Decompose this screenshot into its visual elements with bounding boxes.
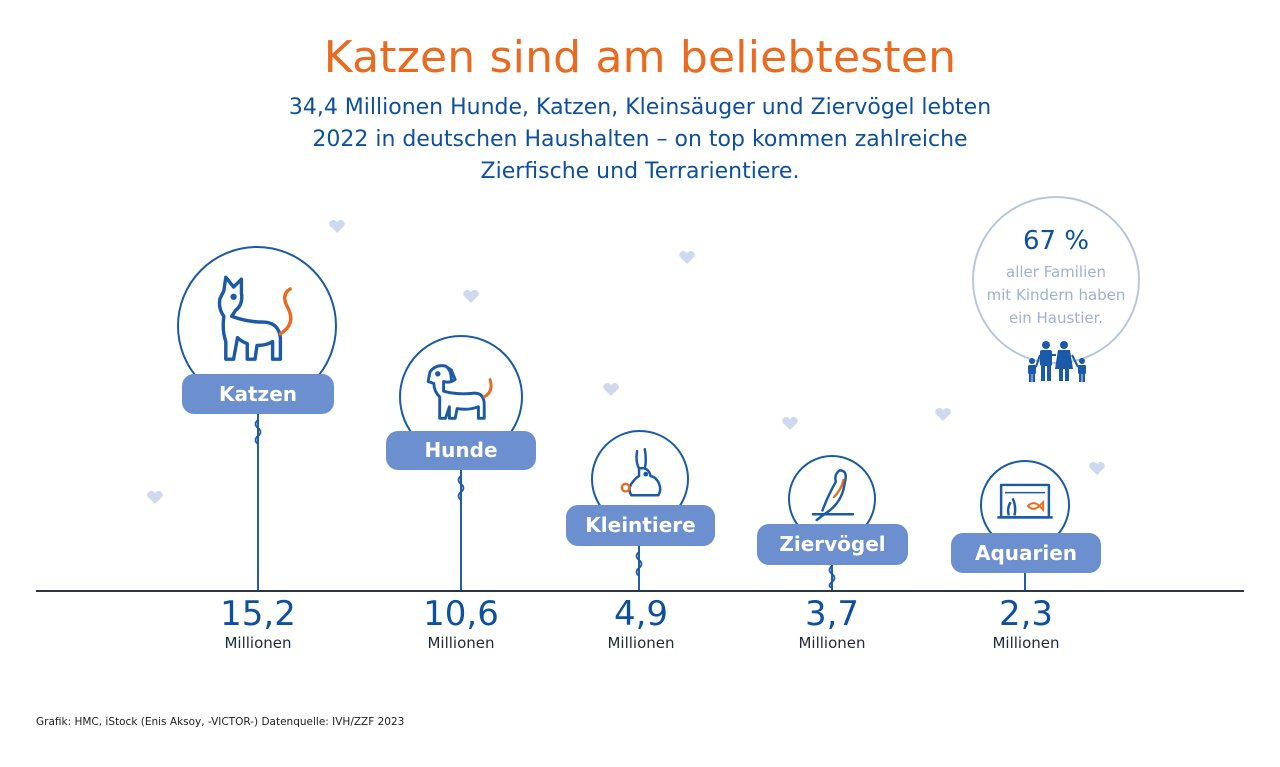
category-label-aquarien: Aquarien	[951, 533, 1101, 573]
family-text-line: mit Kindern haben	[986, 286, 1126, 304]
bar-stem	[1024, 573, 1026, 590]
category-label-hunde: Hunde	[386, 431, 536, 470]
unit-label: Millionen	[607, 634, 675, 652]
value-label-ziervoegel: 3,7	[804, 594, 860, 634]
stem-squiggle	[828, 566, 836, 588]
heart-icon	[147, 491, 163, 504]
family-callout-circle	[972, 196, 1140, 364]
family-icon	[1028, 341, 1086, 382]
source-note: Grafik: HMC, iStock (Enis Aksoy, -VICTOR…	[36, 716, 405, 728]
stem-squiggle	[254, 420, 262, 445]
family-text-line: ein Haustier.	[1008, 309, 1104, 327]
heart-icon	[1089, 462, 1105, 475]
family-text-line: aller Familien	[1006, 263, 1106, 281]
value-label-kleintiere: 4,9	[613, 594, 669, 634]
bird-icon	[811, 469, 855, 522]
heart-icon	[679, 251, 695, 264]
value-label-aquarien: 2,3	[998, 594, 1054, 634]
unit-label: Millionen	[224, 634, 292, 652]
bar-stem	[831, 565, 833, 590]
bar-stem	[257, 414, 259, 590]
rabbit-icon	[620, 448, 662, 497]
heart-icon	[463, 290, 479, 303]
subtitle-line: Zierfische und Terrarientiere.	[480, 159, 800, 184]
family-percent: 67 %	[1022, 226, 1090, 256]
heart-icon	[782, 417, 798, 430]
heart-icon	[603, 383, 619, 396]
dog-icon	[426, 364, 493, 420]
heart-icon	[329, 220, 345, 233]
subtitle-line: 2022 in deutschen Haushalten – on top ko…	[312, 127, 968, 152]
unit-label: Millionen	[798, 634, 866, 652]
unit-label: Millionen	[427, 634, 495, 652]
aquarium-icon	[997, 483, 1053, 519]
subtitle-line: 34,4 Millionen Hunde, Katzen, Kleinsäuge…	[288, 95, 992, 120]
value-label-hunde: 10,6	[423, 594, 499, 634]
unit-label: Millionen	[992, 634, 1060, 652]
category-label-katzen: Katzen	[182, 374, 334, 414]
chart-baseline	[36, 590, 1244, 592]
chart-title: Katzen sind am beliebtesten	[323, 32, 957, 83]
chart-subtitle: 34,4 Millionen Hunde, Katzen, Kleinsäuge…	[240, 92, 1040, 188]
cat-icon	[217, 275, 293, 361]
value-label-katzen: 15,2	[220, 594, 296, 634]
stem-squiggle	[635, 552, 643, 577]
stem-squiggle	[457, 476, 465, 501]
category-label-ziervoegel: Ziervögel	[757, 524, 908, 565]
bar-stem	[460, 470, 462, 590]
category-label-kleintiere: Kleintiere	[566, 505, 715, 546]
heart-icon	[935, 408, 951, 421]
